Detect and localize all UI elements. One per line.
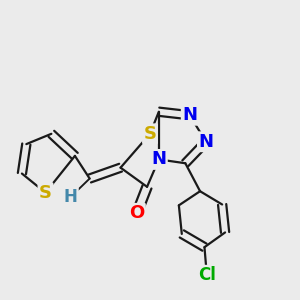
Text: O: O <box>129 204 144 222</box>
Text: S: S <box>143 125 157 143</box>
Text: N: N <box>182 106 197 124</box>
Text: N: N <box>151 150 166 168</box>
Text: Cl: Cl <box>198 266 216 284</box>
Text: N: N <box>198 133 213 151</box>
Text: S: S <box>39 184 52 202</box>
Text: H: H <box>64 188 77 206</box>
